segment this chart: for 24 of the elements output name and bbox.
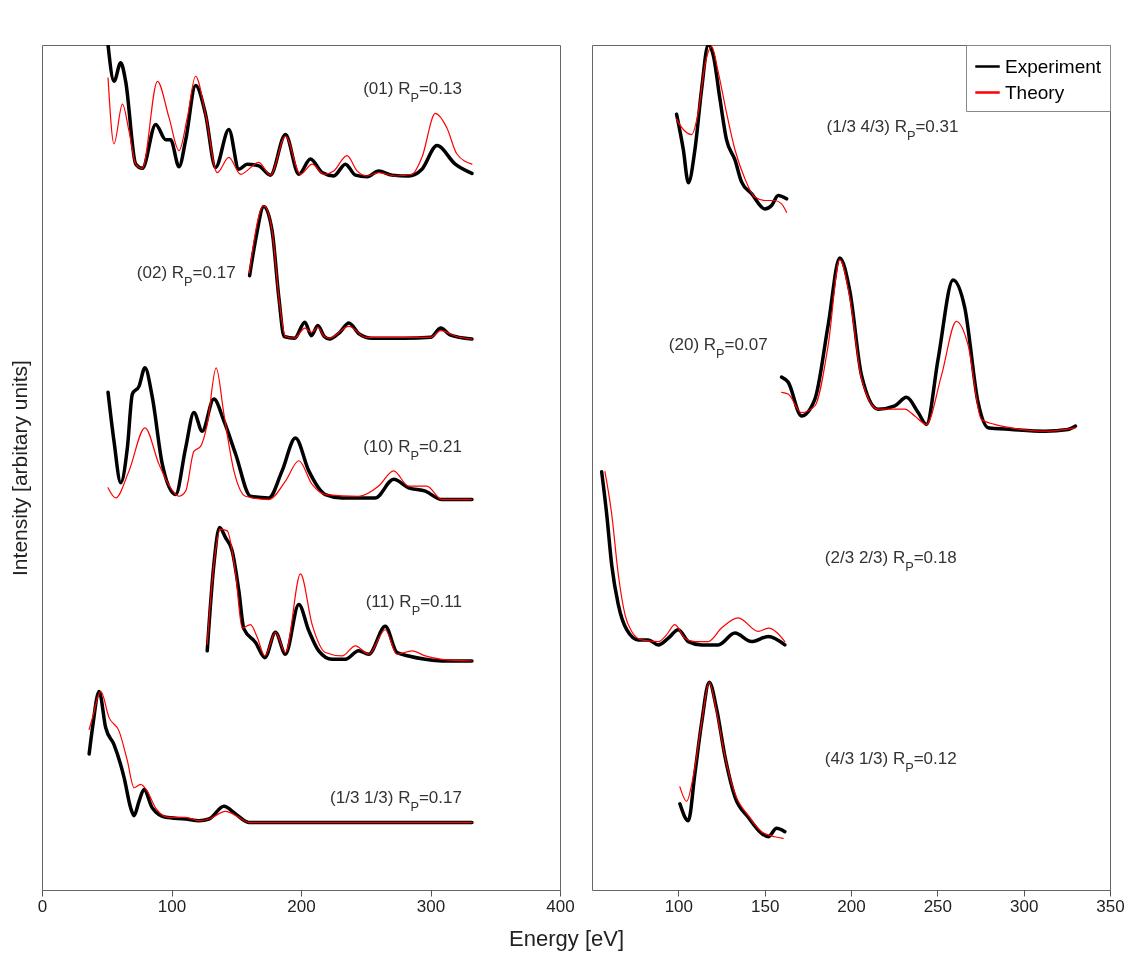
x-tick-label: 200 — [287, 896, 316, 916]
annotation: (11) R$_{P}$=0.11 — [365, 592, 462, 618]
x-tick-label: 400 — [546, 896, 575, 916]
annotation: (20) R$_{P}$=0.07 — [668, 334, 768, 361]
annotation: (02) R$_{P}$=0.17 — [136, 262, 236, 289]
x-axis-title: Energy [eV] — [509, 925, 625, 951]
x-tick-label: 100 — [157, 896, 187, 916]
legend-label: Theory — [1005, 81, 1065, 103]
y-axis-title: Intensity [arbitary units] — [7, 360, 31, 576]
x-tick-label: 300 — [416, 896, 446, 916]
legend-label: Experiment — [1005, 55, 1102, 77]
annotation: (10) R$_{P}$=0.21 — [363, 436, 462, 463]
annotation: (1/3 4/3) R$_{P}$=0.31 — [826, 116, 959, 143]
annotation: (4/3 1/3) R$_{P}$=0.12 — [824, 749, 957, 775]
x-tick-label: 300 — [1009, 896, 1039, 916]
annotation: (1/3 1/3) R$_{P}$=0.17 — [330, 788, 462, 814]
x-tick-label: 200 — [837, 896, 866, 916]
x-tick-label: 250 — [923, 896, 953, 916]
x-tick-label: 0 — [37, 896, 48, 916]
x-tick-label: 100 — [664, 896, 694, 916]
annotation: (2/3 2/3) R$_{P}$=0.18 — [824, 548, 957, 574]
x-tick-label: 150 — [750, 896, 780, 916]
x-tick-label: 350 — [1096, 896, 1125, 916]
annotation: (01) R$_{P}$=0.13 — [363, 79, 462, 105]
